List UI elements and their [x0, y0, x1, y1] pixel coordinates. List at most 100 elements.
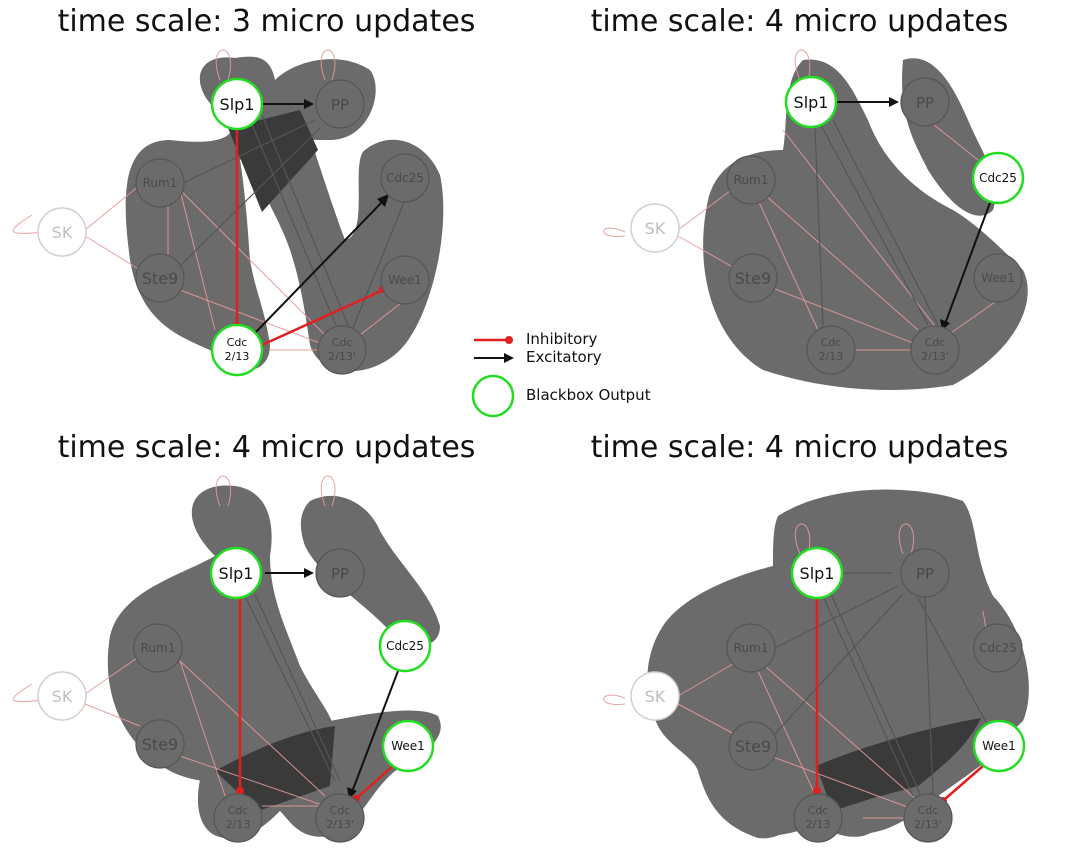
node-ste9	[135, 719, 185, 769]
node-label: 2/13'	[328, 350, 356, 363]
node-label: PP	[331, 565, 349, 583]
node-slp1-output	[210, 77, 264, 131]
node-label: Slp1	[800, 564, 835, 583]
blackbox-output-legend-label: Blackbox Output	[526, 386, 651, 404]
cluster-hulls	[647, 489, 1029, 839]
node-label: Wee1	[391, 739, 425, 753]
node-rum1	[135, 158, 185, 208]
node-rum1	[726, 623, 776, 673]
node-slp1-output	[209, 546, 263, 600]
node-label: PP	[916, 565, 934, 583]
legend: Inhibitory Excitatory Blackbox Output	[468, 322, 708, 422]
node-cdc213p	[317, 325, 367, 375]
network-diagram: SK Rum1 Ste9 PP Wee1 Cdc 2/13 Cdc 2/13' …	[603, 49, 1028, 390]
node-label: Ste9	[142, 269, 178, 288]
node-label: Wee1	[982, 739, 1016, 753]
background-edges	[12, 49, 406, 351]
node-label: 2/13	[226, 818, 251, 831]
inhibitory-edge	[944, 765, 984, 800]
node-label: Rum1	[734, 173, 769, 187]
node-slp1-output	[790, 546, 844, 600]
cluster-hull	[300, 495, 440, 645]
arrowhead	[377, 194, 389, 207]
node-slp1-output	[784, 75, 838, 129]
arrowhead	[504, 353, 514, 363]
node-label: Cdc	[808, 804, 829, 817]
node-label: Rum1	[141, 641, 176, 655]
hull-overlap	[215, 726, 335, 811]
node-label: Wee1	[981, 271, 1015, 285]
node-wee1-output	[381, 719, 435, 773]
node-label: Rum1	[143, 176, 178, 190]
node-label: PP	[916, 94, 934, 112]
node-label: Cdc25	[386, 639, 424, 653]
node-label: Slp1	[794, 93, 829, 112]
panel-title: time scale: 3 micro updates	[57, 4, 476, 39]
hull-overlap	[228, 110, 318, 212]
node-rum1	[133, 623, 183, 673]
network-diagram: SK Rum1 Ste9 PP Cdc25 Cdc 2/13 Cdc 2/13'…	[603, 489, 1029, 843]
excitatory-edge	[254, 199, 385, 334]
node-label: Cdc	[332, 336, 353, 349]
inhibitory-legend-label: Inhibitory	[526, 330, 598, 348]
node-label: Cdc	[925, 336, 946, 349]
node-label: Cdc25	[979, 171, 1017, 185]
node-label: SK	[52, 223, 73, 242]
node-label: Wee1	[388, 273, 422, 287]
node-label: Ste9	[735, 269, 771, 288]
node-cdc213-output	[210, 323, 264, 377]
node-label: Cdc	[227, 336, 248, 349]
inhibitor-head	[813, 787, 821, 795]
excitatory-edge	[944, 199, 992, 325]
cluster-hull	[107, 485, 335, 782]
cluster-hull	[703, 59, 1028, 390]
node-ste9	[728, 721, 778, 771]
node-label: Ste9	[142, 735, 178, 754]
inhibitor-head	[236, 787, 244, 795]
inhibitory-edge	[357, 765, 394, 798]
network-diagram: SK Rum1 Ste9 PP Cdc25 Wee1 Cdc 2/13' Slp…	[12, 49, 444, 377]
panel-title: time scale: 4 micro updates	[590, 430, 1009, 465]
nodes: SK Rum1 Ste9 PP Cdc25 Wee1 Cdc 2/13' Slp…	[37, 77, 430, 377]
nodes: SK Rum1 Ste9 PP Wee1 Cdc 2/13 Cdc 2/13' …	[630, 75, 1025, 375]
node-label: 2/13'	[326, 818, 354, 831]
node-label: 2/13'	[921, 350, 949, 363]
node-sk	[37, 671, 87, 721]
cluster-hulls	[703, 58, 1028, 390]
node-cdc25	[973, 623, 1023, 673]
panel-2: time scale: 4 micro updates	[533, 0, 1066, 425]
nodes: SK Rum1 Ste9 PP Cdc 2/13 Cdc 2/13' Slp1 …	[37, 546, 435, 843]
node-label: Cdc	[918, 804, 939, 817]
node-cdc213p	[315, 793, 365, 843]
panel-1: time scale: 3 micro updates	[0, 0, 533, 425]
node-wee1	[973, 253, 1023, 303]
node-label: PP	[331, 96, 349, 114]
node-label: 2/13	[819, 350, 844, 363]
node-label: Slp1	[219, 564, 254, 583]
node-label: Cdc25	[386, 171, 424, 185]
node-cdc25-output	[378, 619, 432, 673]
node-sk	[630, 671, 680, 721]
background-excitatory-edges	[814, 119, 939, 326]
node-pp	[900, 548, 950, 598]
node-sk	[37, 207, 87, 257]
node-cdc213	[793, 793, 843, 843]
node-label: SK	[645, 687, 666, 706]
node-ste9	[728, 253, 778, 303]
arrowhead	[304, 568, 314, 578]
node-cdc25-output	[971, 151, 1025, 205]
node-label: SK	[52, 687, 73, 706]
nodes: SK Rum1 Ste9 PP Cdc25 Cdc 2/13 Cdc 2/13'…	[630, 546, 1026, 843]
node-rum1	[726, 155, 776, 205]
node-label: 2/13'	[914, 818, 942, 831]
node-label: 2/13	[225, 350, 250, 363]
inhibitor-head	[505, 336, 513, 344]
node-label: Cdc	[821, 336, 842, 349]
node-label: Rum1	[734, 641, 769, 655]
panel-3: time scale: 4 micro updates	[0, 426, 533, 851]
highlighted-edges	[236, 568, 399, 803]
panel-title: time scale: 4 micro updates	[590, 4, 1009, 39]
node-label: Slp1	[220, 95, 255, 114]
node-pp	[900, 77, 950, 127]
node-label: Cdc	[228, 804, 249, 817]
